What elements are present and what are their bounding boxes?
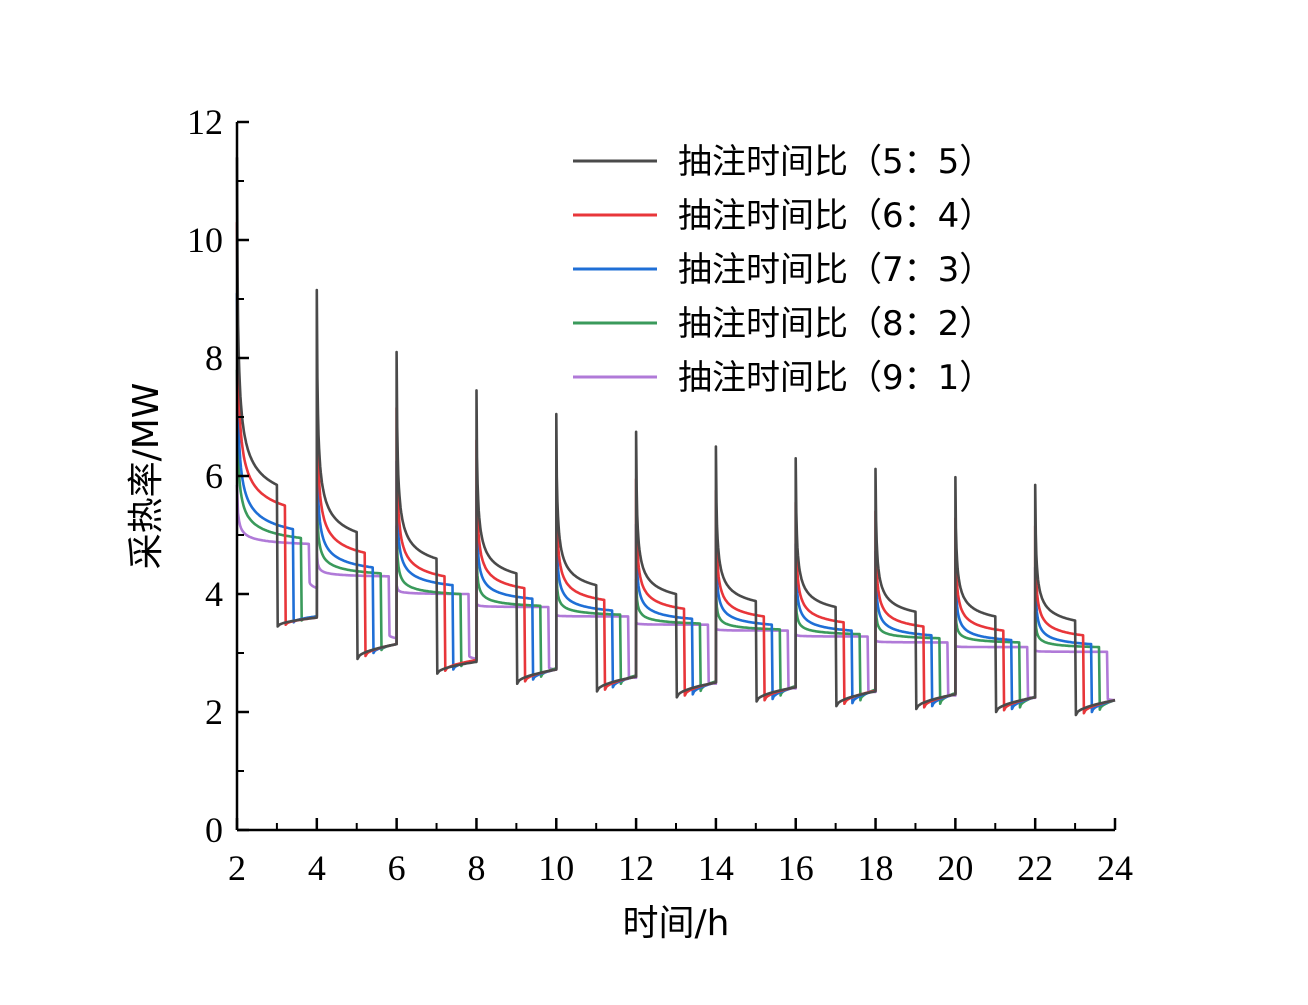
y-tick-label: 8	[205, 338, 223, 378]
legend-label: 抽注时间比（8：2）	[678, 304, 993, 344]
series-line	[235, 484, 1116, 702]
y-axis-title: 采热率/MW	[126, 383, 167, 570]
x-tick-label: 20	[937, 848, 973, 888]
y-tick-label: 6	[205, 456, 223, 496]
x-tick-label: 4	[308, 848, 326, 888]
y-tick-label: 10	[187, 220, 223, 260]
x-tick-label: 18	[858, 848, 894, 888]
x-axis-title: 时间/h	[623, 903, 730, 944]
x-tick-label: 16	[778, 848, 814, 888]
x-tick-label: 6	[388, 848, 406, 888]
x-tick-label: 24	[1097, 848, 1133, 888]
legend-label: 抽注时间比（5：5）	[678, 142, 993, 182]
y-tick-label: 2	[205, 692, 223, 732]
ticks	[235, 120, 1117, 832]
series-line	[235, 157, 1116, 717]
x-tick-label: 12	[618, 848, 654, 888]
x-tick-label: 22	[1017, 848, 1053, 888]
series-group	[235, 157, 1116, 717]
legend-label: 抽注时间比（9：1）	[678, 358, 993, 398]
legend-label: 抽注时间比（7：3）	[678, 250, 993, 290]
legend: 抽注时间比（5：5） 抽注时间比（6：4） 抽注时间比（7：3） 抽注时间比（8：2）…	[573, 142, 993, 398]
x-tick-label: 8	[467, 848, 485, 888]
y-tick-label: 4	[205, 574, 223, 614]
x-tick-label: 14	[698, 848, 734, 888]
y-tick-label: 0	[205, 810, 223, 850]
legend-label: 抽注时间比（6：4）	[678, 196, 993, 236]
x-tick-label: 10	[538, 848, 574, 888]
y-tick-label: 12	[187, 102, 223, 142]
x-tick-label: 2	[228, 848, 246, 888]
